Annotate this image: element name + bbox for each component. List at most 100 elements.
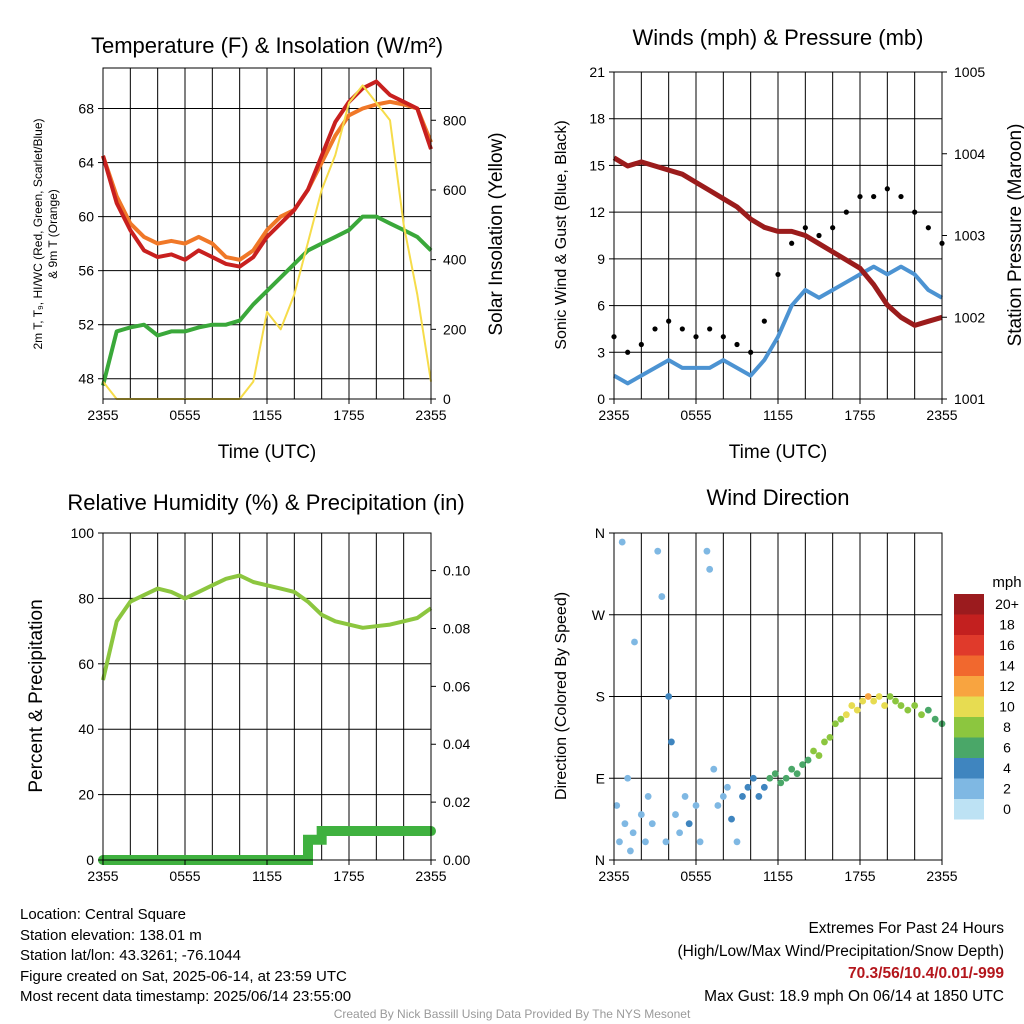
gust-point [816, 232, 822, 239]
wind-panel: Winds (mph) & Pressure (mb) 2355 0555 1155… [553, 25, 1024, 463]
direction-point [629, 829, 637, 837]
station-info: Location: Central Square Station elevati… [20, 905, 351, 1008]
direction-point [848, 702, 856, 709]
direction-point [654, 547, 662, 555]
y-tick-label: 64 [78, 155, 94, 171]
y-tick-label: 3 [597, 344, 605, 360]
direction-point [624, 774, 632, 782]
direction-point [728, 815, 735, 823]
x-tick-label: 2355 [87, 868, 118, 884]
direction-point [733, 838, 741, 846]
gust-point [652, 326, 658, 332]
speed-colorbar: 20+ 18 16 14 12 10 8 6 4 2 0 [954, 594, 1019, 820]
colorbar-label: 0 [1003, 801, 1011, 817]
x-tick-label: 1155 [763, 868, 793, 884]
direction-point [911, 702, 919, 709]
colorbar-swatch [954, 635, 984, 656]
y-tick-label: 60 [78, 209, 94, 225]
y-tick-label: 0 [597, 391, 605, 407]
y2-tick-label: 0 [443, 391, 451, 407]
y2-tick-label: 0.04 [443, 736, 470, 752]
direction-point [744, 783, 752, 791]
direction-point [755, 793, 763, 800]
direction-point [826, 733, 834, 741]
direction-point [875, 693, 883, 700]
colorbar-swatch [954, 594, 984, 615]
direction-point [714, 802, 722, 809]
direction-point [815, 752, 823, 759]
y-tick-label: 9 [597, 251, 605, 267]
colorbar-label: 10 [999, 699, 1015, 715]
gust-point [871, 193, 877, 200]
y2-tick-label: 1002 [954, 309, 985, 325]
solar-ylabel: Solar Insolation (Yellow) [486, 132, 507, 335]
direction-point [627, 847, 634, 855]
direction-point [897, 702, 905, 709]
colorbar-label: 14 [999, 658, 1015, 674]
x-tick-label: 0555 [680, 868, 711, 884]
temperature-ticks: 2355 0555 1155 1755 2355 48 52 56 60 64 68 0 200 400 6… [78, 101, 466, 423]
y-tick-label: 12 [589, 204, 605, 220]
direction-point [685, 820, 693, 828]
humidity-title: Relative Humidity (%) & Precipitation (i… [67, 490, 464, 515]
colorbar-swatch [954, 717, 984, 738]
x-tick-label: 2355 [598, 407, 629, 423]
direction-point [881, 702, 888, 709]
y-tick-label: 80 [78, 590, 94, 606]
humidity-ticks: 2355 0555 1155 1755 23550204060801000.000.02… [71, 525, 471, 884]
direction-point [837, 715, 845, 723]
x-tick-label: 1755 [333, 407, 364, 423]
temperature-ylabel-line2: & 9m T (Orange) [46, 189, 60, 279]
direction-point [637, 811, 645, 818]
temperature-xlabel: Time (UTC) [218, 442, 317, 463]
wind-ylabel: Sonic Wind & Gust (Blue, Black) [553, 120, 570, 349]
direction-point [613, 802, 621, 809]
y-tick-label: 0 [86, 852, 94, 868]
gust-point [707, 326, 713, 332]
y-tick-label: N [595, 852, 605, 868]
y-tick-label: W [592, 607, 606, 623]
direction-title: Wind Direction [706, 485, 849, 510]
wind-ticks: 2355 0555 1155 1755 235503691215182110011002… [589, 64, 985, 423]
wind-series [611, 155, 945, 386]
colorbar-unit: mph [992, 574, 1021, 591]
direction-point [892, 697, 899, 705]
x-tick-label: 1755 [844, 407, 875, 423]
gust-point [748, 349, 754, 355]
colorbar-swatch [954, 737, 984, 758]
x-tick-label: 2355 [926, 868, 957, 884]
colorbar-swatch [954, 676, 984, 697]
direction-point [931, 715, 939, 723]
temperature-panel: Temperature (F) & Insolation (W/m²) 2355… [31, 33, 507, 463]
colorbar-swatch [954, 696, 984, 717]
sonic-wind-line [613, 264, 943, 386]
x-tick-label: 0555 [680, 407, 711, 423]
direction-point [631, 638, 638, 646]
station-latlon: Station lat/lon: 43.3261; -76.1044 [20, 947, 242, 964]
colorbar-label: 18 [999, 617, 1015, 633]
gust-point [884, 186, 890, 192]
x-tick-label: 2355 [415, 868, 446, 884]
direction-point [760, 783, 768, 791]
pressure-line [612, 155, 943, 328]
y-tick-label: 20 [78, 787, 94, 803]
direction-point [681, 793, 689, 800]
y-tick-label: E [596, 770, 605, 786]
gust-point [925, 225, 931, 231]
direction-point [904, 706, 912, 714]
gust-point [734, 341, 740, 348]
station-elevation: Station elevation: 138.01 m [20, 926, 202, 944]
direction-point [788, 765, 796, 773]
direction-point [864, 693, 872, 700]
colorbar-swatch [954, 758, 984, 779]
y2-tick-label: 1001 [954, 391, 985, 407]
x-tick-label: 2355 [598, 868, 629, 884]
y-tick-label: 48 [78, 371, 94, 387]
gust-point [625, 349, 631, 355]
y2-tick-label: 1003 [954, 228, 985, 244]
colorbar-swatch [954, 655, 984, 676]
gust-point [802, 225, 808, 231]
colorbar-label: 4 [1003, 760, 1011, 776]
direction-point [692, 802, 700, 809]
direction-point [918, 711, 925, 719]
